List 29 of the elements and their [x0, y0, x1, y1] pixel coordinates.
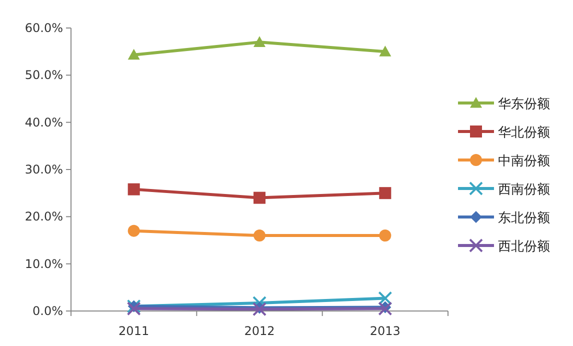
x-tick-label: 2012 — [244, 324, 275, 338]
legend-label: 西南份额 — [498, 182, 550, 198]
y-tick-label: 30.0% — [24, 162, 63, 176]
y-tick-label: 50.0% — [24, 68, 63, 82]
legend-label: 西北份额 — [498, 240, 550, 254]
y-tick-label: 0.0% — [32, 304, 63, 318]
y-tick-label: 10.0% — [24, 256, 63, 271]
legend-label: 中南份额 — [498, 154, 550, 169]
point — [254, 192, 266, 204]
point — [379, 187, 392, 200]
x-tick-label: 2013 — [370, 324, 400, 338]
y-tick-label: 20.0% — [24, 210, 63, 224]
y-tick-label: 40.0% — [24, 115, 63, 130]
point — [254, 230, 266, 242]
point — [379, 46, 392, 56]
point — [378, 302, 392, 316]
legend-label: 东北份额 — [498, 211, 550, 226]
legend-label: 华东份额 — [498, 97, 550, 112]
point — [252, 302, 266, 316]
point — [379, 230, 392, 242]
point — [126, 302, 141, 316]
point — [378, 291, 392, 306]
point — [128, 183, 140, 196]
point — [128, 224, 140, 237]
y-tick-label: 60.0% — [24, 21, 63, 35]
point — [128, 48, 140, 60]
x-tick-label: 2011 — [118, 324, 150, 338]
legend-label: 华北份额 — [498, 126, 550, 140]
point — [254, 36, 266, 47]
